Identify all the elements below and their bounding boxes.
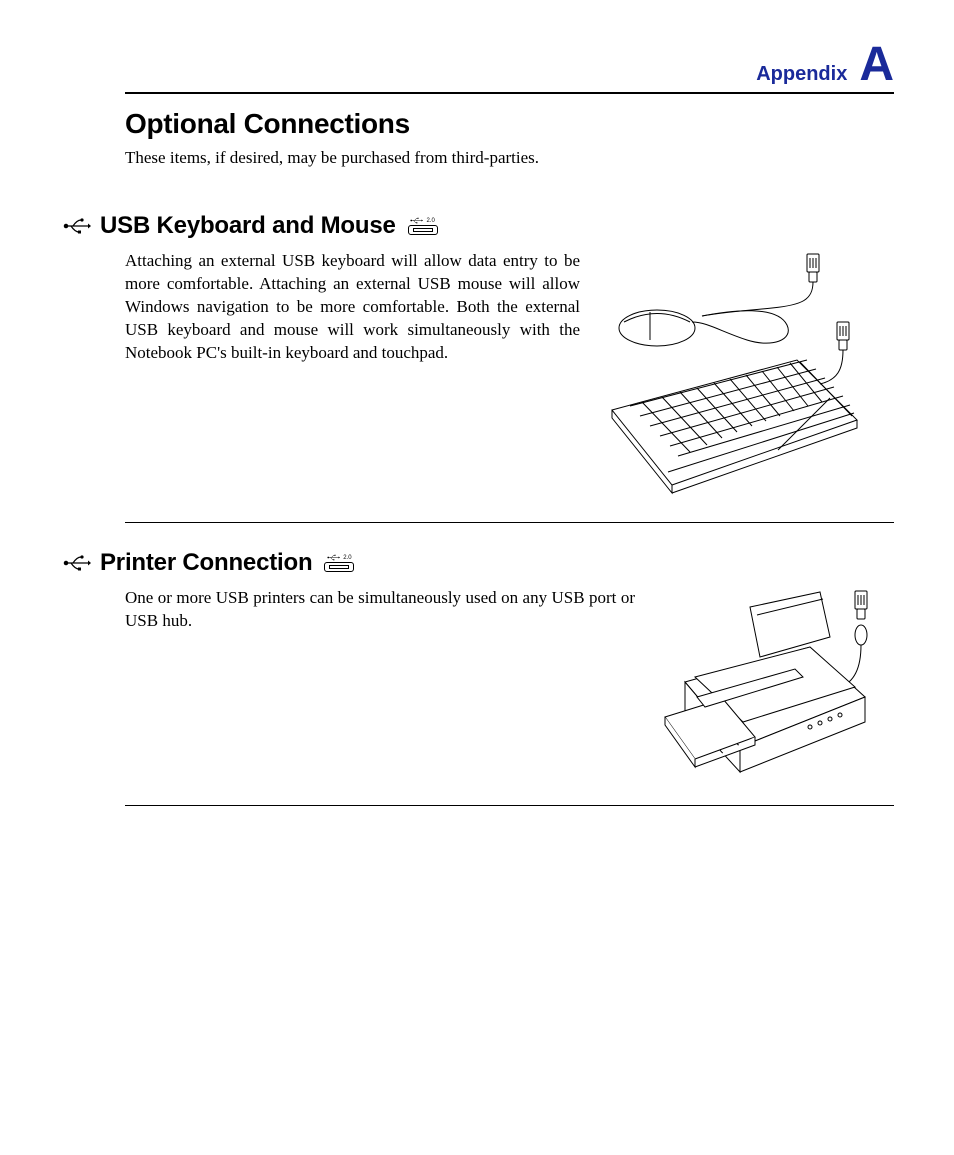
usb-badge-label: 2.0 xyxy=(410,217,434,224)
section-usb-keyboard-mouse: USB Keyboard and Mouse 2.0 Attaching an … xyxy=(60,212,894,500)
usb-version-label: 2.0 xyxy=(343,555,351,561)
section-divider xyxy=(125,522,894,523)
appendix-letter: A xyxy=(859,42,894,88)
section-title: USB Keyboard and Mouse xyxy=(100,212,396,240)
page-content: Appendix A Optional Connections These it… xyxy=(0,0,954,806)
usb-trident-icon xyxy=(60,554,94,572)
section-divider xyxy=(125,805,894,806)
section-body-text: Attaching an external USB keyboard will … xyxy=(125,250,580,500)
section-heading-row: USB Keyboard and Mouse 2.0 xyxy=(60,212,894,240)
section-body: One or more USB printers can be simultan… xyxy=(125,587,894,787)
printer-illustration xyxy=(635,587,894,787)
usb-port-badge: 2.0 xyxy=(408,217,438,235)
usb-version-label: 2.0 xyxy=(426,218,434,224)
section-heading-row: Printer Connection 2.0 xyxy=(60,549,894,577)
usb-port-icon xyxy=(324,562,354,572)
section-body-text: One or more USB printers can be simultan… xyxy=(125,587,635,787)
appendix-label: Appendix xyxy=(756,63,847,92)
intro-text: These items, if desired, may be purchase… xyxy=(125,148,894,168)
section-body: Attaching an external USB keyboard will … xyxy=(125,250,894,500)
section-printer-connection: Printer Connection 2.0 One or more USB p… xyxy=(60,549,894,787)
page-title: Optional Connections xyxy=(125,108,894,140)
page-header: Appendix A xyxy=(125,42,894,94)
usb-trident-icon xyxy=(60,217,94,235)
keyboard-mouse-illustration xyxy=(580,250,894,500)
usb-badge-label: 2.0 xyxy=(327,554,351,561)
usb-port-badge: 2.0 xyxy=(324,554,354,572)
section-title: Printer Connection xyxy=(100,549,312,577)
usb-port-icon xyxy=(408,225,438,235)
